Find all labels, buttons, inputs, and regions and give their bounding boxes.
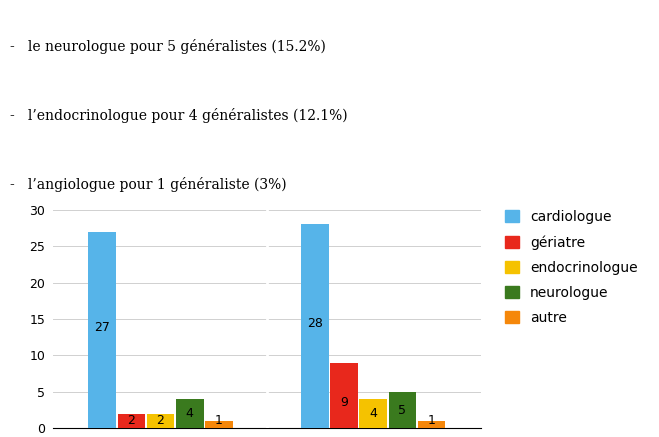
- Text: -   le neurologue pour 5 généralistes (15.2%): - le neurologue pour 5 généralistes (15.…: [10, 38, 326, 54]
- Bar: [176, 399, 204, 428]
- Bar: [330, 363, 358, 428]
- Bar: [88, 232, 116, 428]
- Text: 1: 1: [215, 414, 223, 427]
- Text: 9: 9: [340, 395, 348, 409]
- Text: -   l’endocrinologue pour 4 généralistes (12.1%): - l’endocrinologue pour 4 généralistes (…: [10, 108, 347, 123]
- Bar: [205, 421, 233, 428]
- Bar: [359, 399, 387, 428]
- Bar: [389, 392, 416, 428]
- Bar: [418, 421, 445, 428]
- Text: 2: 2: [127, 414, 135, 427]
- Legend: cardiologue, gériatre, endocrinologue, neurologue, autre: cardiologue, gériatre, endocrinologue, n…: [501, 206, 642, 329]
- Text: 5: 5: [399, 404, 407, 417]
- Text: 1: 1: [428, 414, 436, 427]
- Text: 2: 2: [157, 414, 165, 427]
- Text: -   l’angiologue pour 1 généraliste (3%): - l’angiologue pour 1 généraliste (3%): [10, 177, 287, 192]
- Bar: [147, 414, 175, 428]
- Bar: [301, 224, 329, 428]
- Text: 4: 4: [186, 406, 194, 420]
- Bar: [117, 414, 145, 428]
- Text: 27: 27: [94, 321, 110, 334]
- Text: 28: 28: [307, 317, 323, 330]
- Text: 4: 4: [369, 406, 377, 420]
